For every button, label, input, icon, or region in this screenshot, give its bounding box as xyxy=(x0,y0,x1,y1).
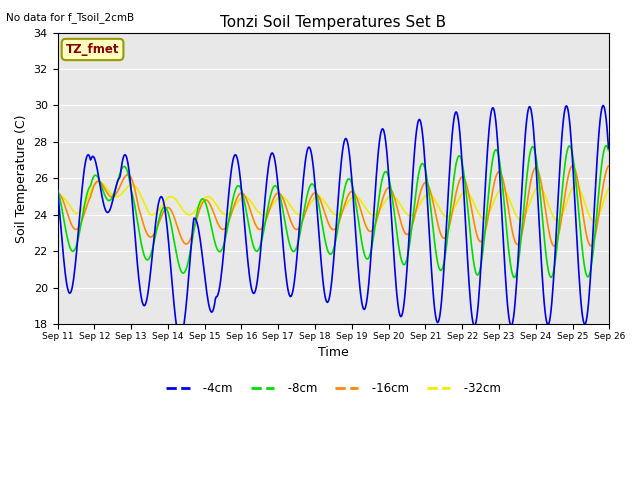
Title: Tonzi Soil Temperatures Set B: Tonzi Soil Temperatures Set B xyxy=(220,15,447,30)
Text: TZ_fmet: TZ_fmet xyxy=(66,43,119,56)
X-axis label: Time: Time xyxy=(318,347,349,360)
Text: No data for f_Tsoil_2cmB: No data for f_Tsoil_2cmB xyxy=(6,12,134,23)
Legend:  -4cm,  -8cm,  -16cm,  -32cm: -4cm, -8cm, -16cm, -32cm xyxy=(162,378,505,400)
Y-axis label: Soil Temperature (C): Soil Temperature (C) xyxy=(15,114,28,242)
